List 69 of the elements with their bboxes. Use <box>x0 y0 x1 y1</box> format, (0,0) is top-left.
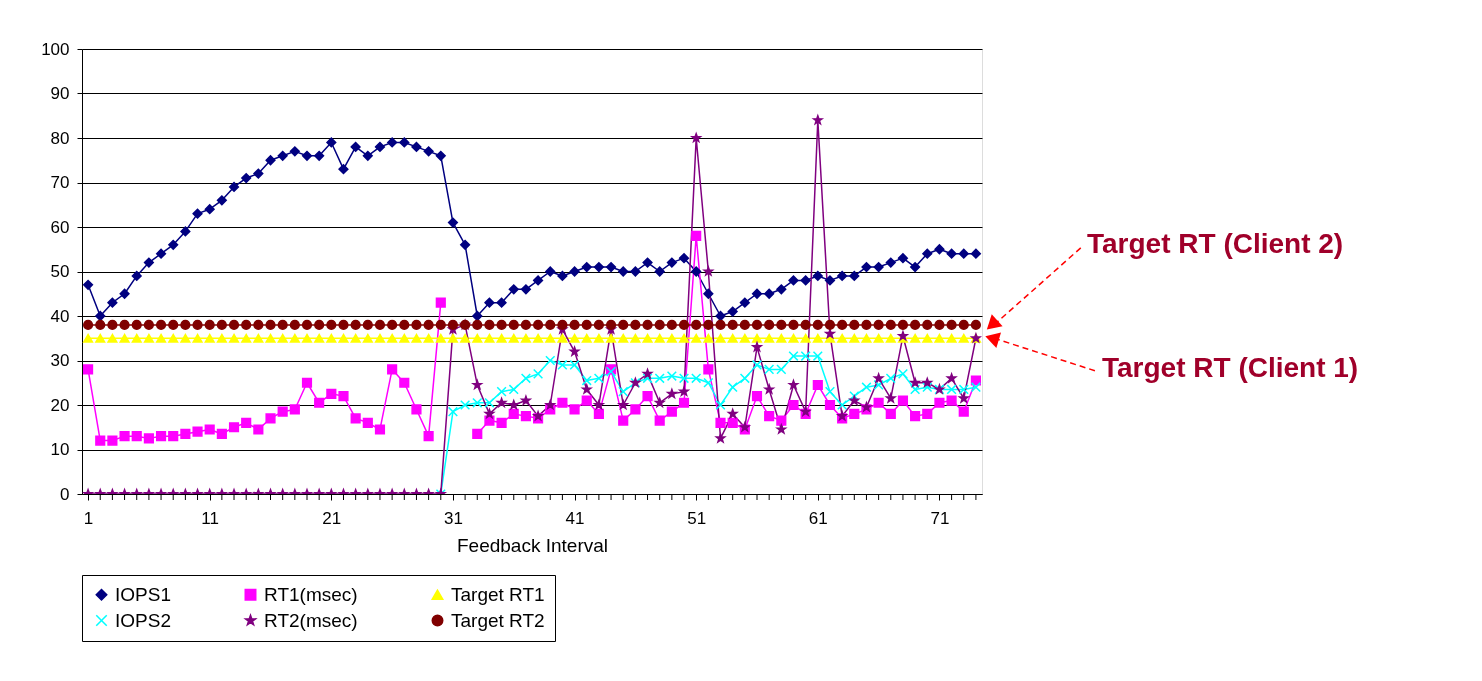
legend-label: Target RT1 <box>451 583 545 605</box>
point <box>691 373 702 384</box>
point <box>837 399 848 411</box>
point <box>849 391 860 402</box>
legend-label: Target RT2 <box>451 609 545 631</box>
point <box>715 399 726 411</box>
point <box>533 368 544 379</box>
point <box>508 384 519 395</box>
y-tick-label: 10 <box>50 440 70 459</box>
text: Target RT (Client 1) <box>1102 352 1359 384</box>
point <box>642 373 653 384</box>
point <box>776 364 787 375</box>
point <box>897 368 909 379</box>
x-tick-label: 11 <box>201 508 220 528</box>
point <box>472 397 483 408</box>
point <box>788 350 799 362</box>
point <box>496 386 507 397</box>
legend-label: RT2(msec) <box>264 609 358 631</box>
x-tick-label: 61 <box>808 508 828 528</box>
point <box>764 364 775 375</box>
x-tick-label: 1 <box>83 508 94 528</box>
y-tick-label: 40 <box>50 306 70 326</box>
point <box>946 384 957 395</box>
point <box>800 350 811 362</box>
y-tick-label: 30 <box>50 351 70 370</box>
point <box>885 373 896 384</box>
point <box>666 371 677 382</box>
point <box>520 373 531 384</box>
y-tick-label: 70 <box>50 173 70 192</box>
point <box>654 373 665 384</box>
text: Target RT (Client 2) <box>1087 227 1344 259</box>
point <box>484 397 495 408</box>
point <box>970 382 981 393</box>
x-tick-label: 31 <box>443 508 463 528</box>
legend-label: IOPS2 <box>115 609 171 631</box>
x-tick-label: 41 <box>565 508 585 528</box>
point <box>751 359 763 371</box>
point <box>910 384 921 395</box>
point <box>678 373 690 384</box>
point <box>958 384 969 395</box>
point <box>618 386 629 397</box>
point <box>873 379 884 391</box>
y-tick-label: 80 <box>50 128 70 148</box>
point <box>739 373 750 384</box>
legend-label: IOPS1 <box>115 583 171 605</box>
point <box>593 373 604 384</box>
x-tick-label: 51 <box>687 508 707 528</box>
x-axis-title: Feedback Interval <box>456 534 609 556</box>
point <box>581 375 592 386</box>
point <box>824 386 836 397</box>
point <box>703 377 714 388</box>
x-tick-label: 71 <box>930 508 950 528</box>
point <box>569 359 580 371</box>
y-tick-label: 90 <box>50 84 70 103</box>
y-tick-label: 20 <box>50 395 70 415</box>
x-tick-label: 21 <box>322 508 342 528</box>
legend-label: RT1(msec) <box>264 583 358 605</box>
point <box>460 399 471 411</box>
y-tick-label: 60 <box>50 217 70 237</box>
point <box>545 355 556 366</box>
y-tick-label: 100 <box>41 39 70 59</box>
y-tick-label: 0 <box>60 484 70 504</box>
point <box>861 382 872 393</box>
point <box>727 382 738 393</box>
point <box>812 350 823 362</box>
point <box>447 406 459 417</box>
y-tick-label: 50 <box>50 262 70 281</box>
point <box>557 359 568 371</box>
point <box>922 382 933 393</box>
